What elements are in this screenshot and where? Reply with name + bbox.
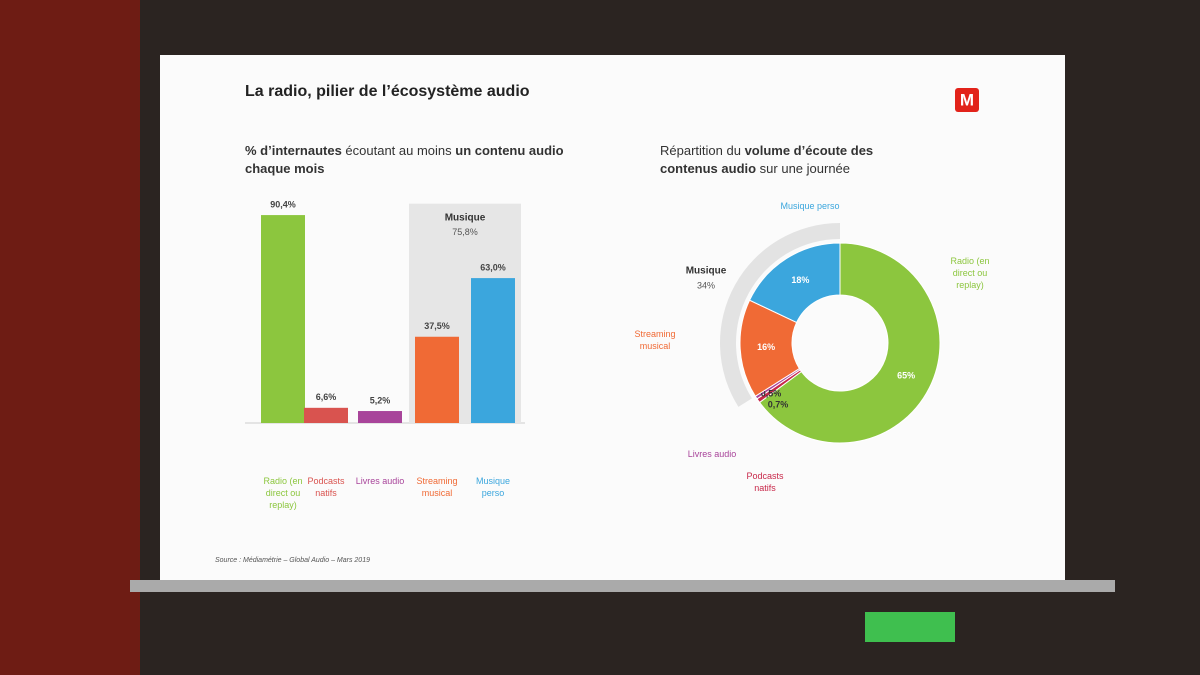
category-label: Podcasts natifs [307,476,345,498]
value-label: 0,7% [768,399,789,409]
value-label: 37,5% [424,321,450,331]
value-label: 90,4% [270,199,296,209]
category-label: Streaming musical [634,329,676,351]
title-part: un contenu audio chaque mois [245,143,564,176]
bar [471,278,515,423]
group-name: Musique [445,212,486,223]
bar [358,411,402,423]
donut-title: Répartition du volume d’écoute des conte… [660,142,900,178]
group-value: 75,8% [452,227,478,237]
bar [304,407,348,423]
bar [261,215,305,423]
title-part: Répartition du [660,143,745,158]
logo: M [960,90,974,109]
value-label: 16% [757,342,775,352]
value-label: 6,6% [316,392,337,402]
value-label: 65% [897,371,915,381]
title-part: écoutant au moins [341,143,456,158]
source: Source : Médiamétrie – Global Audio – Ma… [215,557,370,564]
value-label: 0,5% [761,388,782,398]
category-label: Musique perso [475,476,511,498]
value-label: 18% [791,275,809,285]
category-label: Livres audio [687,449,737,459]
bar [415,336,459,423]
category-label: Streaming musical [416,476,458,498]
category-label: Livres audio [355,476,405,486]
category-label: Radio (en direct ou replay) [263,476,303,510]
title-part: sur une journée [756,161,851,176]
title-part: volume d’écoute des contenus audio [660,143,874,176]
exit-sign [865,612,955,642]
donut-slice [758,242,941,444]
logo-box [955,88,979,112]
category-label: Musique perso [780,201,840,211]
group-name: Musique [686,266,727,277]
slide-title: La radio, pilier de l’écosystème audio [245,83,530,100]
group-value: 34% [697,280,715,290]
donut-slice [748,242,841,324]
value-label: 5,2% [370,395,391,405]
screen-frame [130,580,1115,592]
category-label: Podcasts natifs [746,471,784,493]
category-label: Radio (en direct ou replay) [950,256,990,290]
bar-title: % d’internautes écoutant au moins un con… [245,142,565,178]
title-part: % d’internautes [245,143,342,158]
red-wall [0,0,140,675]
value-label: 63,0% [480,262,506,272]
group-arc [719,223,840,407]
